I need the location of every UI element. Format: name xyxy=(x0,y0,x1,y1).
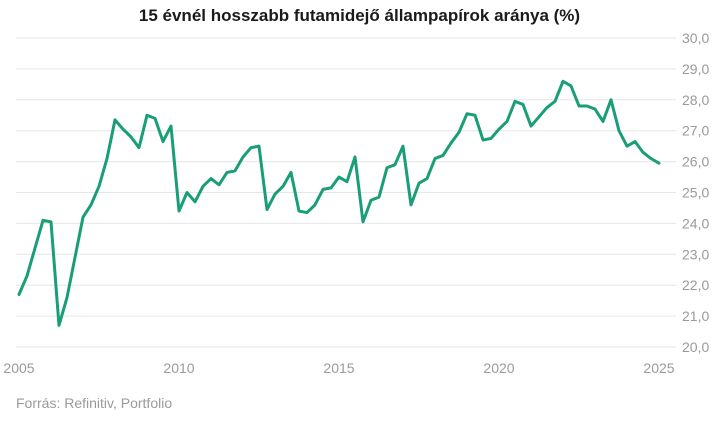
y-tick-label: 21,0 xyxy=(682,308,709,324)
y-tick-label: 26,0 xyxy=(682,154,709,170)
x-tick-label: 2010 xyxy=(163,360,194,376)
grid-lines xyxy=(16,37,676,348)
y-tick-label: 28,0 xyxy=(682,92,709,108)
y-tick-label: 27,0 xyxy=(682,123,709,139)
y-tick-label: 22,0 xyxy=(682,277,709,293)
y-tick-label: 29,0 xyxy=(682,61,709,77)
source-note: Forrás: Refinitiv, Portfolio xyxy=(16,395,173,411)
y-tick-label: 24,0 xyxy=(682,215,709,231)
chart-title: 15 évnél hosszabb futamidejő állampapíro… xyxy=(138,6,581,25)
x-axis-ticks: 2005 2010 2015 2020 2025 xyxy=(3,360,674,376)
x-tick-label: 2025 xyxy=(643,360,674,376)
y-tick-label: 25,0 xyxy=(682,185,709,201)
x-tick-label: 2005 xyxy=(3,360,34,376)
y-axis-ticks: 20,0 21,0 22,0 23,0 24,0 25,0 26,0 27,0 28,0 29,0… xyxy=(682,30,709,355)
y-tick-label: 20,0 xyxy=(682,339,709,355)
series-line xyxy=(17,79,661,327)
series-layer xyxy=(17,79,661,327)
x-tick-label: 2020 xyxy=(483,360,514,376)
x-tick-label: 2015 xyxy=(323,360,354,376)
y-tick-label: 23,0 xyxy=(682,246,709,262)
y-tick-label: 30,0 xyxy=(682,30,709,46)
